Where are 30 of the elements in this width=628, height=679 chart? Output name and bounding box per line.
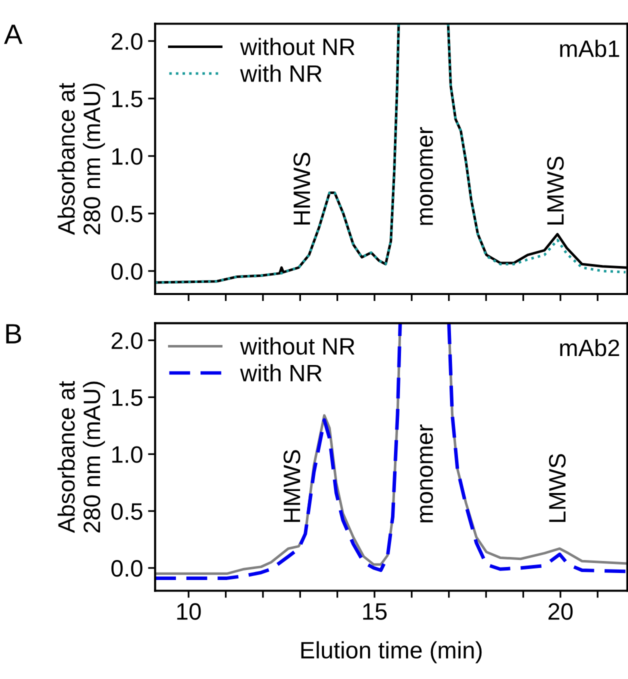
chart-title: A [4, 24, 22, 44]
y-tick-label: 0.5 [111, 503, 142, 520]
y-tick-label: 1.5 [112, 90, 142, 108]
legend-label: with NR [240, 64, 322, 82]
annotation: HMWS [284, 450, 300, 522]
y-axis-title: Absorbance at 280 nm (mAU) [57, 82, 105, 235]
y-tick-label: 0.0 [111, 560, 142, 577]
y-tick-label: 2.0 [112, 332, 142, 350]
y-tick-label: 1.0 [112, 148, 142, 165]
annotation: LMWS [547, 156, 564, 225]
annotation: LMWS [548, 454, 566, 522]
y-tick-label: 1.5 [112, 390, 142, 406]
annotation: mAb2 [560, 338, 620, 356]
annotation: mAb1 [560, 40, 620, 58]
annotation: HMWS [293, 152, 310, 225]
x-tick-label: 10 [177, 603, 201, 620]
x-axis-title: Elution time (min) [301, 641, 482, 664]
legend-label: without NR [240, 38, 354, 56]
chart-title: B [6, 324, 22, 344]
y-tick-label: 0.0 [111, 263, 142, 280]
y-tick-label: 2.0 [112, 33, 142, 50]
x-tick-label: 20 [548, 603, 573, 620]
annotation: monomer [420, 424, 433, 522]
x-tick-label: 15 [363, 603, 387, 620]
legend-label: with NR [240, 364, 322, 382]
legend-label: without NR [240, 337, 354, 355]
annotation: monomer [420, 127, 433, 225]
y-tick-label: 1.0 [112, 446, 142, 463]
y-axis-title: Absorbance at 280 nm (mAU) [57, 381, 105, 534]
y-tick-label: 0.5 [111, 206, 142, 222]
